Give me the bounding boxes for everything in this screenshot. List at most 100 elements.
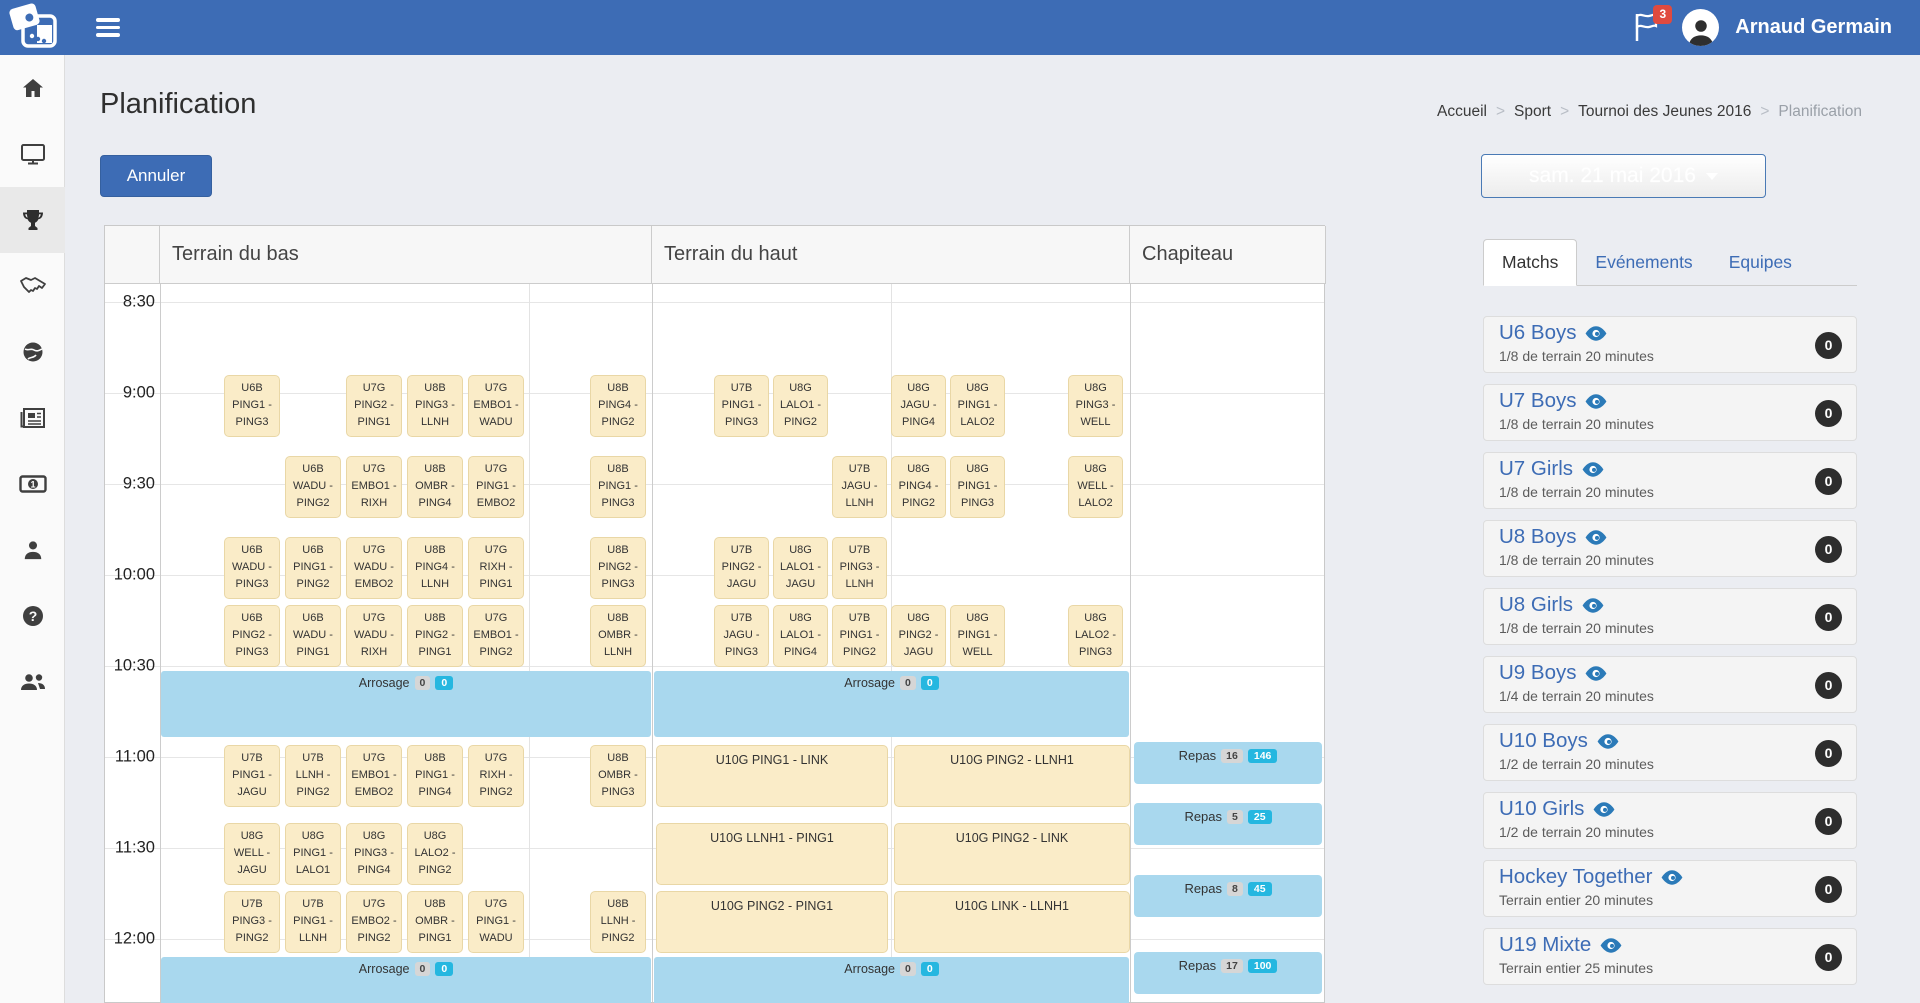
breadcrumb-item[interactable]: Accueil [1436,103,1487,120]
match-block[interactable]: U7B PING1 - LLNH [285,891,341,953]
match-block[interactable]: U8G WELL - LALO2 [1068,456,1123,518]
eye-icon[interactable] [1581,597,1605,614]
sidebar-item-monitor[interactable] [0,121,65,187]
category-title-text[interactable]: U9 Boys [1499,661,1577,684]
eye-icon[interactable] [1584,393,1608,410]
match-block[interactable]: U7B LLNH - PING2 [285,745,341,807]
match-block[interactable]: U7G EMBO1 - RIXH [346,456,402,518]
sidebar-item-profile[interactable] [0,517,65,583]
category-title-text[interactable]: U6 Boys [1499,321,1577,344]
match-block[interactable]: U8G LALO1 - PING4 [773,605,828,667]
match-block[interactable]: U8B PING3 - LLNH [407,375,463,437]
category-title-text[interactable]: U10 Girls [1499,797,1585,820]
match-block[interactable]: U6B WADU - PING3 [224,537,280,599]
match-block-wide[interactable]: U10G LINK - LLNH1 [894,891,1130,953]
breadcrumb-item[interactable]: Sport [1487,103,1551,120]
repas-block[interactable]: Repas 8 45 [1134,875,1322,917]
match-block[interactable]: U7B JAGU - PING3 [714,605,769,667]
eye-icon[interactable] [1596,733,1620,750]
match-block[interactable]: U7G EMBO1 - PING2 [468,605,524,667]
category-title-text[interactable]: U7 Boys [1499,389,1577,412]
match-block[interactable]: U7G EMBO2 - PING2 [346,891,402,953]
arrosage-band[interactable]: Arrosage 0 0 [161,957,651,1003]
match-block[interactable]: U6B PING2 - PING3 [224,605,280,667]
sidebar-item-web[interactable] [0,319,65,385]
repas-block[interactable]: Repas 5 25 [1134,803,1322,845]
tab-equipes[interactable]: Equipes [1728,252,1792,272]
match-block[interactable]: U7G RIXH - PING1 [468,537,524,599]
arrosage-band[interactable]: Arrosage 0 0 [654,957,1129,1003]
match-block-wide[interactable]: U10G PING2 - PING1 [656,891,888,953]
category-card[interactable]: U8 Boys 1/8 de terrain 20 minutes 0 [1483,520,1857,577]
match-block-wide[interactable]: U10G LLNH1 - PING1 [656,823,888,885]
notifications-flag-icon[interactable]: 3 [1632,4,1673,45]
category-title-text[interactable]: U10 Boys [1499,729,1588,752]
category-card[interactable]: Hockey Together Terrain entier 20 minutes… [1483,860,1857,917]
category-title-text[interactable]: U8 Boys [1499,525,1577,548]
match-block[interactable]: U8B OMBR - PING3 [590,745,646,807]
date-selector[interactable]: sam. 21 mai 2016 [1481,154,1766,198]
category-title-text[interactable]: U19 Mixte [1499,933,1592,956]
sidebar-item-home[interactable] [0,55,65,121]
eye-icon[interactable] [1599,937,1623,954]
match-block[interactable]: U7G PING1 - WADU [468,891,524,953]
breadcrumb-item[interactable]: Tournoi des Jeunes 2016 [1551,103,1751,120]
match-block[interactable]: U8G WELL - JAGU [224,823,280,885]
match-block[interactable]: U7G RIXH - PING2 [468,745,524,807]
match-block[interactable]: U8B OMBR - PING4 [407,456,463,518]
category-card[interactable]: U19 Mixte Terrain entier 25 minutes 0 [1483,928,1857,985]
eye-icon[interactable] [1584,325,1608,342]
match-block[interactable]: U8G LALO2 - PING2 [407,823,463,885]
match-block[interactable]: U7B JAGU - LLNH [832,456,887,518]
eye-icon[interactable] [1581,461,1605,478]
match-block[interactable]: U7G WADU - RIXH [346,605,402,667]
eye-icon[interactable] [1584,665,1608,682]
match-block[interactable]: U7G PING1 - EMBO2 [468,456,524,518]
match-block[interactable]: U8G PING2 - JAGU [891,605,946,667]
sidebar-item-news[interactable] [0,385,65,451]
category-title-text[interactable]: U7 Girls [1499,457,1574,480]
sidebar-item-help[interactable]: ? [0,583,65,649]
match-block[interactable]: U6B WADU - PING1 [285,605,341,667]
category-card[interactable]: U6 Boys 1/8 de terrain 20 minutes 0 [1483,316,1857,373]
match-block-wide[interactable]: U10G PING2 - LLNH1 [894,745,1130,807]
match-block[interactable]: U8B PING1 - PING4 [407,745,463,807]
category-title-text[interactable]: U8 Girls [1499,593,1574,616]
match-block[interactable]: U7G EMBO1 - WADU [468,375,524,437]
match-block[interactable]: U7B PING1 - PING2 [832,605,887,667]
match-block[interactable]: U8B PING4 - PING2 [590,375,646,437]
match-block[interactable]: U8G LALO1 - JAGU [773,537,828,599]
match-block[interactable]: U7B PING3 - LLNH [832,537,887,599]
match-block[interactable]: U8G JAGU - PING4 [891,375,946,437]
match-block[interactable]: U8B OMBR - LLNH [590,605,646,667]
user-name[interactable]: Arnaud Germain [1735,16,1892,38]
sidebar-item-groups[interactable] [0,649,65,715]
match-block[interactable]: U8B PING4 - LLNH [407,537,463,599]
match-block[interactable]: U7G WADU - EMBO2 [346,537,402,599]
match-block[interactable]: U7B PING3 - PING2 [224,891,280,953]
arrosage-band[interactable]: Arrosage 0 0 [161,671,651,737]
category-card[interactable]: U7 Girls 1/8 de terrain 20 minutes 0 [1483,452,1857,509]
match-block[interactable]: U8B PING2 - PING3 [590,537,646,599]
match-block[interactable]: U8B PING2 - PING1 [407,605,463,667]
eye-icon[interactable] [1584,529,1608,546]
cancel-button[interactable]: Annuler [100,155,212,197]
match-block[interactable]: U7G PING2 - PING1 [346,375,402,437]
match-block[interactable]: U7B PING2 - JAGU [714,537,769,599]
avatar[interactable] [1682,9,1720,46]
tab-evénements[interactable]: Evénements [1595,252,1693,272]
match-block[interactable]: U6B PING1 - PING3 [224,375,280,437]
match-block[interactable]: U8G PING3 - PING4 [346,823,402,885]
match-block[interactable]: U7B PING1 - PING3 [714,375,769,437]
match-block[interactable]: U8B PING1 - PING3 [590,456,646,518]
match-block[interactable]: U7B PING1 - JAGU [224,745,280,807]
match-block[interactable]: U8G LALO2 - PING3 [1068,605,1123,667]
eye-icon[interactable] [1660,869,1684,886]
match-block-wide[interactable]: U10G PING2 - LINK [894,823,1130,885]
match-block[interactable]: U8G PING1 - LALO2 [950,375,1005,437]
match-block[interactable]: U8B LLNH - PING2 [590,891,646,953]
match-block[interactable]: U8G PING3 - WELL [1068,375,1123,437]
repas-block[interactable]: Repas 16 146 [1134,742,1322,784]
category-card[interactable]: U7 Boys 1/8 de terrain 20 minutes 0 [1483,384,1857,441]
category-card[interactable]: U10 Boys 1/2 de terrain 20 minutes 0 [1483,724,1857,781]
